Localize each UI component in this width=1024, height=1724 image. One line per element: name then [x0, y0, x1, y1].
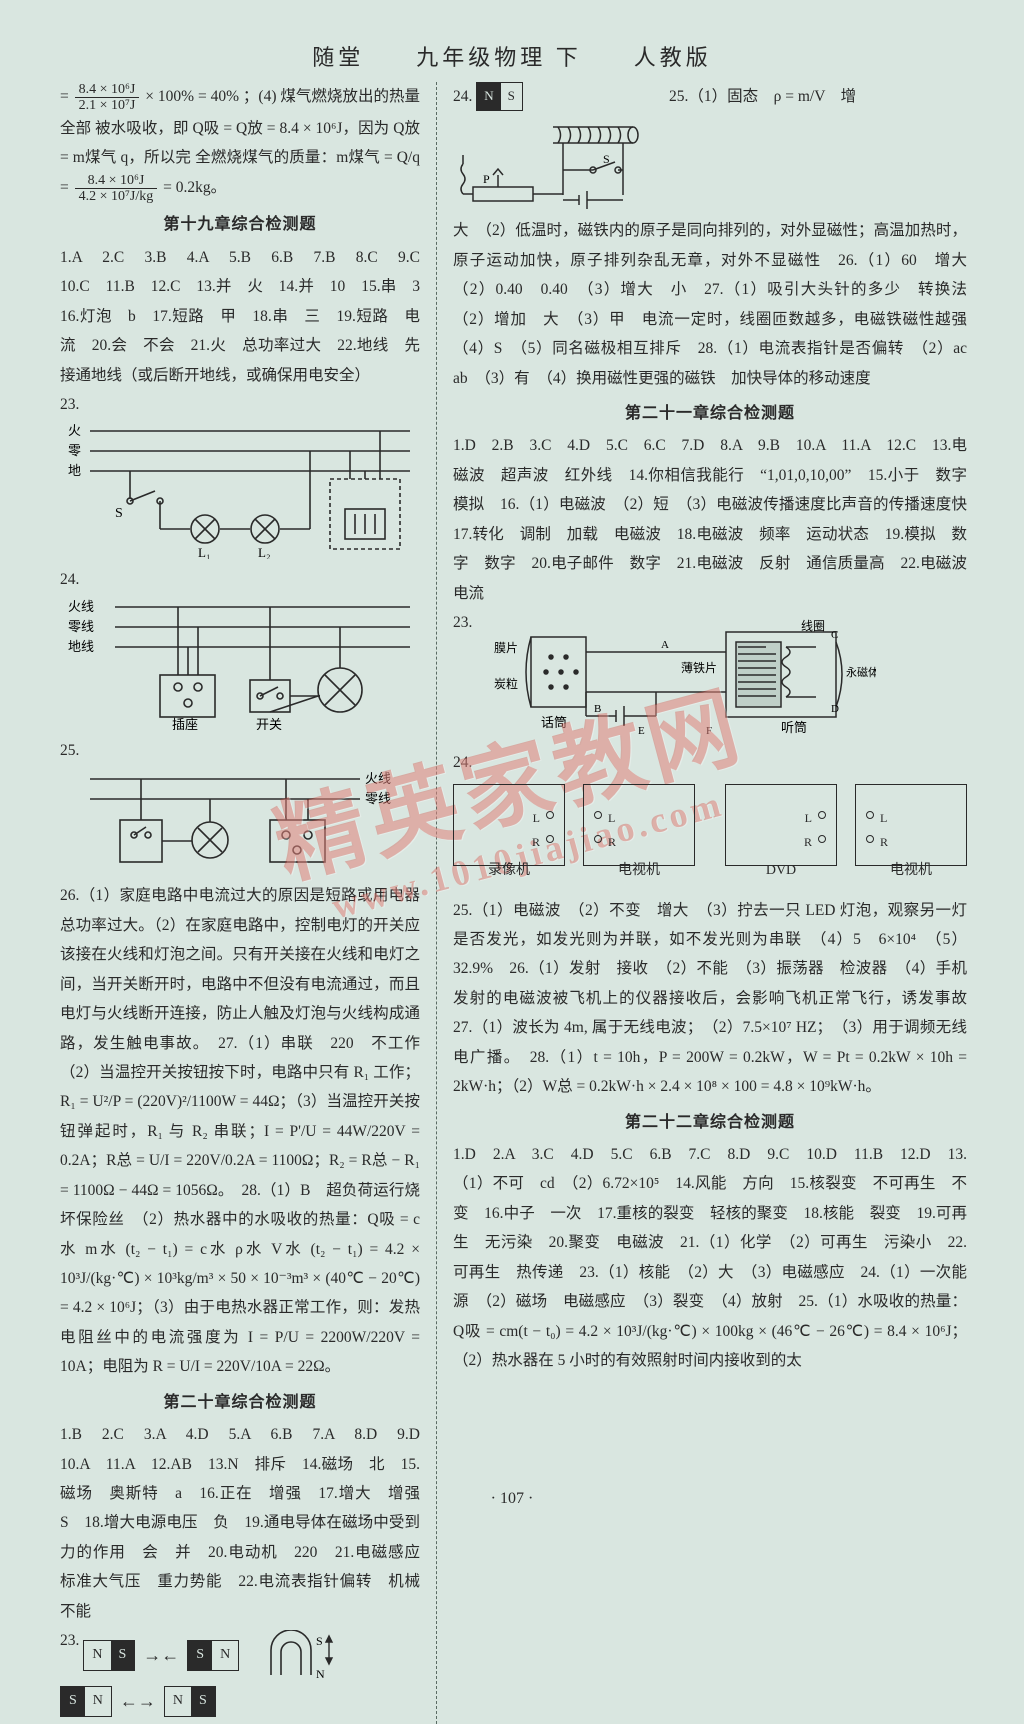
section-22-title: 第二十二章综合检测题 — [453, 1108, 967, 1138]
section-21-body-2: 25.（1）电磁波 （2）不变 增大 （3）拧去一只 LED 灯泡，观察另一灯是… — [453, 896, 967, 1102]
r-q24-label: 24. — [453, 88, 472, 105]
d23-xian: 线圈 — [801, 619, 825, 633]
frac1-num: 8.4 × 10⁶J — [75, 82, 140, 98]
right-column: 24. N S — [453, 82, 967, 1724]
page-number: · 107 · — [0, 1490, 1024, 1508]
left-opening: = 8.4 × 10⁶J 2.1 × 10⁷J × 100% = 40% ；(4… — [60, 88, 420, 196]
columns: = 8.4 × 10⁶J 2.1 × 10⁷J × 100% = 40% ；(4… — [60, 82, 964, 1724]
d23-ling: 零 — [68, 443, 81, 458]
d23-tan: 炭粒 — [494, 676, 518, 691]
bar3-n: N — [85, 1687, 111, 1716]
sol-S: S — [603, 152, 610, 166]
r-q24-label: 24. — [453, 748, 967, 777]
frac2-den: 4.2 × 10⁷J/kg — [75, 189, 158, 204]
d25-ling: 零线 — [365, 791, 391, 806]
arrow-icon-2: ←→ — [120, 1684, 156, 1718]
device-2: L R 电视机 — [583, 784, 695, 866]
device-row: L R 录像机 L R 电视机 L — [453, 784, 967, 866]
bar1-s: S — [111, 1641, 135, 1670]
frac2-num: 8.4 × 10⁶J — [75, 173, 158, 189]
telephone-diagram: 膜片 炭粒 话筒 薄铁片 听筒 线圈 永磁体 A B C D E F — [453, 612, 967, 742]
d23-huo: 火 — [68, 423, 81, 438]
bar4-s: S — [191, 1687, 215, 1716]
q23b-label: 23. — [60, 1626, 79, 1655]
arrow-icon: →← — [143, 1638, 179, 1672]
horseshoe-icon: S N — [261, 1630, 341, 1680]
bar2-s: S — [188, 1641, 212, 1670]
d24-di: 地线 — [68, 639, 94, 654]
device-3: L R DVD — [725, 784, 837, 866]
q25-label: 25. — [60, 736, 79, 765]
d23-L1: L₁ — [198, 545, 210, 559]
device-4: L R 电视机 — [855, 784, 967, 866]
solenoid-diagram: P S — [453, 115, 653, 210]
svg-text:S: S — [316, 1634, 323, 1648]
column-divider — [436, 82, 437, 1724]
sol-P: P — [483, 172, 490, 186]
q23-label: 23. — [60, 390, 79, 419]
d23-ci: 永磁体 — [846, 665, 876, 679]
device-1: L R 录像机 — [453, 784, 565, 866]
q24-25-top: 24. N S — [453, 82, 967, 216]
right-body-24-27: 大 （2）低温时，磁铁内的原子是同向排列的，对外显磁性；高温加热时，原子运动加快… — [453, 216, 967, 393]
device-4-label: 电视机 — [856, 858, 966, 885]
section-19-body-26: 26.（1）家庭电路中电流过大的原因是短路或用电器总功率过大。（2）在家庭电路中… — [60, 881, 420, 1381]
section-21-title: 第二十一章综合检测题 — [453, 399, 967, 429]
d23-bo: 薄铁片 — [681, 660, 717, 675]
d23-hua: 话筒 — [541, 715, 567, 730]
q23-circuit-diagram: 火 零 地 S L₁ L₂ — [60, 394, 420, 559]
page: 随堂 九年级物理 下 人教版 精英家教网 www.1010jiajiao.com… — [0, 0, 1024, 1528]
left-column: = 8.4 × 10⁶J 2.1 × 10⁷J × 100% = 40% ；(4… — [60, 82, 420, 1724]
section-19-title: 第十九章综合检测题 — [60, 210, 420, 240]
r-q23-label: 23. — [453, 608, 472, 637]
d23-di: 地 — [68, 463, 81, 478]
d23-A: A — [661, 639, 669, 651]
port-R: R — [532, 831, 540, 854]
d23-B: B — [594, 703, 601, 715]
d23-F: F — [706, 725, 712, 737]
bar3-s: S — [61, 1687, 85, 1716]
device-1-label: 录像机 — [454, 858, 564, 885]
q25-circuit-diagram: 火线 零线 — [60, 736, 420, 875]
bar4-n: N — [165, 1687, 191, 1716]
section-20-body: 1.B 2.C 3.A 4.D 5.A 6.B 7.A 8.D 9.D 10.A… — [60, 1420, 420, 1626]
eq-pre: = — [60, 88, 73, 105]
d24-socket: 插座 — [172, 717, 198, 730]
top-bar-n: N — [477, 83, 500, 110]
page-header: 随堂 九年级物理 下 人教版 — [60, 40, 964, 72]
section-19-answers: 1.A 2.C 3.B 4.A 5.B 6.B 7.B 8.C 9.C 10.C… — [60, 243, 420, 390]
bar1-n: N — [84, 1641, 110, 1670]
top-bar-s: S — [501, 83, 522, 110]
section-21-body-1: 1.D 2.B 3.C 4.D 5.C 6.C 7.D 8.A 9.B 10.A… — [453, 431, 967, 608]
d23-S: S — [115, 506, 123, 521]
d25-huo: 火线 — [365, 771, 391, 786]
d23-L2: L₂ — [258, 545, 270, 559]
q23b-magnet-diagram: NS →← SN S N — [60, 1630, 420, 1718]
d23-mo: 膜片 — [494, 641, 518, 655]
frac1-den: 2.1 × 10⁷J — [75, 98, 140, 113]
section-20-title: 第二十章综合检测题 — [60, 1388, 420, 1418]
q24-label: 24. — [60, 565, 79, 594]
frac1: 8.4 × 10⁶J 2.1 × 10⁷J — [75, 82, 140, 114]
frac2: 8.4 × 10⁶J 4.2 × 10⁷J/kg — [75, 173, 158, 205]
device-2-label: 电视机 — [584, 858, 694, 885]
d23-E: E — [638, 725, 645, 737]
r-q25-text: 25.（1）固态 ρ = m/V 增 — [669, 88, 856, 105]
d23-D: D — [831, 703, 839, 715]
d24-huo: 火线 — [68, 599, 94, 614]
section-22-body: 1.D 2.A 3.C 4.D 5.C 6.B 7.C 8.D 9.C 10.D… — [453, 1140, 967, 1376]
svg-text:N: N — [316, 1667, 325, 1680]
eq-line3-post: = 0.2kg。 — [163, 179, 226, 196]
port-L: L — [533, 807, 540, 830]
d24-switch: 开关 — [256, 717, 282, 730]
d23-ting: 听筒 — [781, 720, 807, 735]
d24-ling: 零线 — [68, 619, 94, 634]
q24-circuit-diagram: 火线 零线 地线 插座 开关 — [60, 565, 420, 729]
d23-C: C — [831, 629, 838, 641]
device-3-label: DVD — [726, 858, 836, 885]
bar2-n: N — [212, 1641, 238, 1670]
